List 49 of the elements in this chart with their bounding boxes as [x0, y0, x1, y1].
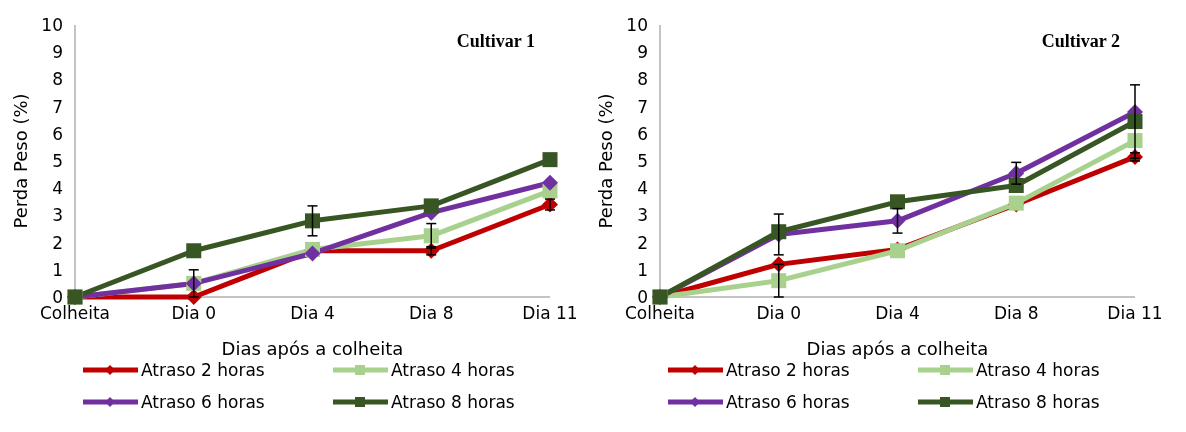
y-axis-title: Perda Peso (%) — [10, 93, 31, 229]
legend-label: Atraso 6 horas — [141, 391, 265, 412]
x-tick-label: Dia 0 — [171, 303, 216, 323]
y-tick-label: 2 — [637, 232, 648, 253]
x-tick-label: Dia 4 — [875, 303, 920, 323]
x-tick-label: Dia 8 — [994, 303, 1039, 323]
x-tick-label: Dia 11 — [1107, 303, 1163, 323]
y-tick-label: 6 — [637, 123, 648, 144]
y-tick-label: 1 — [637, 259, 648, 280]
y-tick-label: 8 — [637, 69, 648, 90]
y-tick-label: 9 — [637, 42, 648, 63]
y-tick-label: 8 — [52, 69, 63, 90]
legend-label: Atraso 6 horas — [726, 391, 850, 412]
y-tick-label: 9 — [52, 42, 63, 63]
point — [423, 228, 439, 244]
chart-title: Cultivar 1 — [456, 31, 535, 51]
x-tick-label: Dia 11 — [522, 303, 578, 323]
y-tick-label: 7 — [637, 96, 648, 117]
point — [305, 213, 320, 229]
y-axis-title: Perda Peso (%) — [595, 93, 616, 229]
legend-label: Atraso 4 horas — [976, 359, 1100, 380]
point — [186, 243, 202, 259]
x-tick-label: Dia 4 — [290, 303, 335, 323]
legend-label: Atraso 8 horas — [976, 391, 1100, 412]
y-tick-label: 2 — [52, 232, 63, 253]
legend-label: Atraso 8 horas — [391, 391, 515, 412]
legend-label: Atraso 2 horas — [141, 359, 265, 380]
y-tick-label: 4 — [52, 178, 63, 199]
legend-label: Atraso 2 horas — [726, 359, 850, 380]
y-tick-label: 5 — [52, 150, 63, 171]
legend-label: Atraso 4 horas — [391, 359, 515, 380]
point — [890, 194, 905, 210]
chart-title: Cultivar 2 — [1041, 31, 1120, 51]
x-tick-label: Dia 0 — [756, 303, 801, 323]
y-tick-label: 10 — [626, 14, 648, 35]
x-tick-label: Dia 8 — [409, 303, 454, 323]
x-axis-title: Dias após a colheita — [221, 338, 404, 359]
y-tick-label: 3 — [52, 205, 63, 226]
y-tick-label: 6 — [52, 123, 63, 144]
x-axis-title: Dias após a colheita — [806, 338, 989, 359]
y-tick-label: 3 — [637, 205, 648, 226]
y-tick-label: 7 — [52, 96, 63, 117]
point — [542, 152, 558, 168]
y-tick-label: 10 — [41, 14, 63, 35]
y-tick-label: 5 — [637, 150, 648, 171]
point — [423, 198, 439, 214]
y-tick-label: 1 — [52, 259, 63, 280]
point — [542, 174, 558, 191]
y-tick-label: 4 — [637, 178, 648, 199]
